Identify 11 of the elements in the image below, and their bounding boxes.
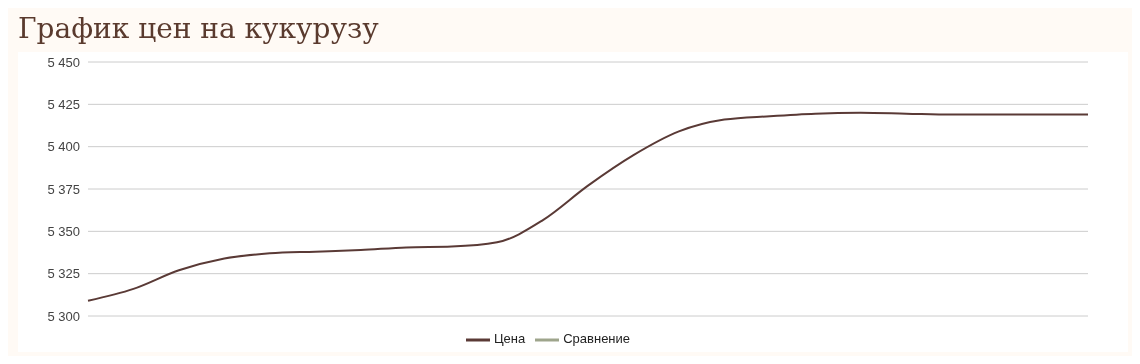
y-tick-label: 5 350 [47, 223, 80, 239]
y-tick-label: 5 400 [47, 139, 80, 155]
y-tick-label: 5 450 [47, 54, 80, 70]
legend-label: Сравнение [563, 331, 631, 347]
y-tick-label: 5 325 [47, 266, 80, 282]
y-tick-label: 5 375 [47, 181, 80, 197]
y-tick-label: 5 300 [47, 308, 80, 324]
line-series [87, 111, 1089, 302]
chart-title: График цен на кукурузу [17, 11, 380, 47]
y-tick-label: 5 425 [47, 96, 80, 112]
legend-label: Цена [493, 331, 526, 347]
